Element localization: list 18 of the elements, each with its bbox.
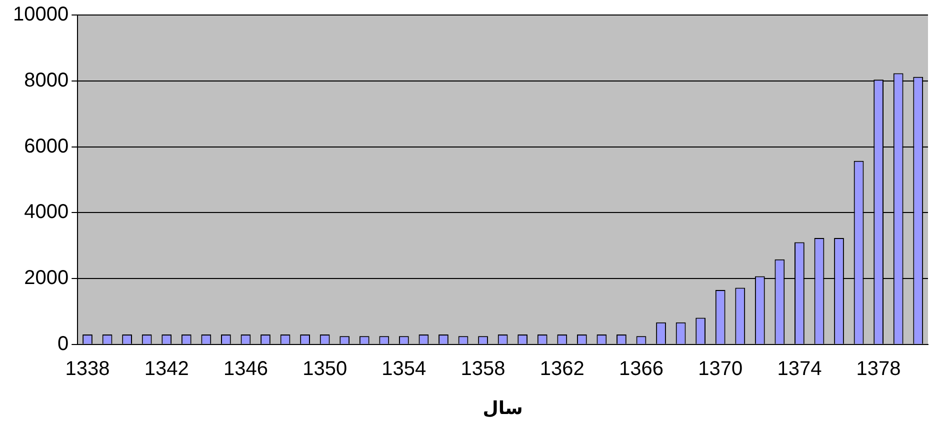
x-tick-label: 1370	[698, 358, 743, 380]
y-tick-label: 0	[57, 332, 69, 355]
x-tick-label: 1358	[460, 358, 506, 380]
y-tick-label: 4000	[24, 201, 69, 224]
x-tick-label: 1350	[302, 358, 348, 380]
x-tick-label: 1374	[777, 358, 822, 380]
y-tick-label: 6000	[24, 135, 69, 158]
y-tick-label: 10000	[12, 4, 69, 26]
x-tick-label: 1366	[618, 358, 664, 380]
y-tick-label: 8000	[24, 69, 69, 92]
x-tick-label: 1378	[856, 358, 901, 380]
x-tick-label: 1354	[382, 358, 426, 380]
x-axis-title: سال	[482, 398, 523, 419]
y-tick-label: 2000	[24, 267, 69, 290]
x-tick-label: 1338	[65, 358, 110, 380]
x-tick-label: 1346	[223, 358, 268, 380]
x-tick-label: 1342	[144, 358, 189, 380]
x-tick-label: 1362	[540, 358, 584, 380]
